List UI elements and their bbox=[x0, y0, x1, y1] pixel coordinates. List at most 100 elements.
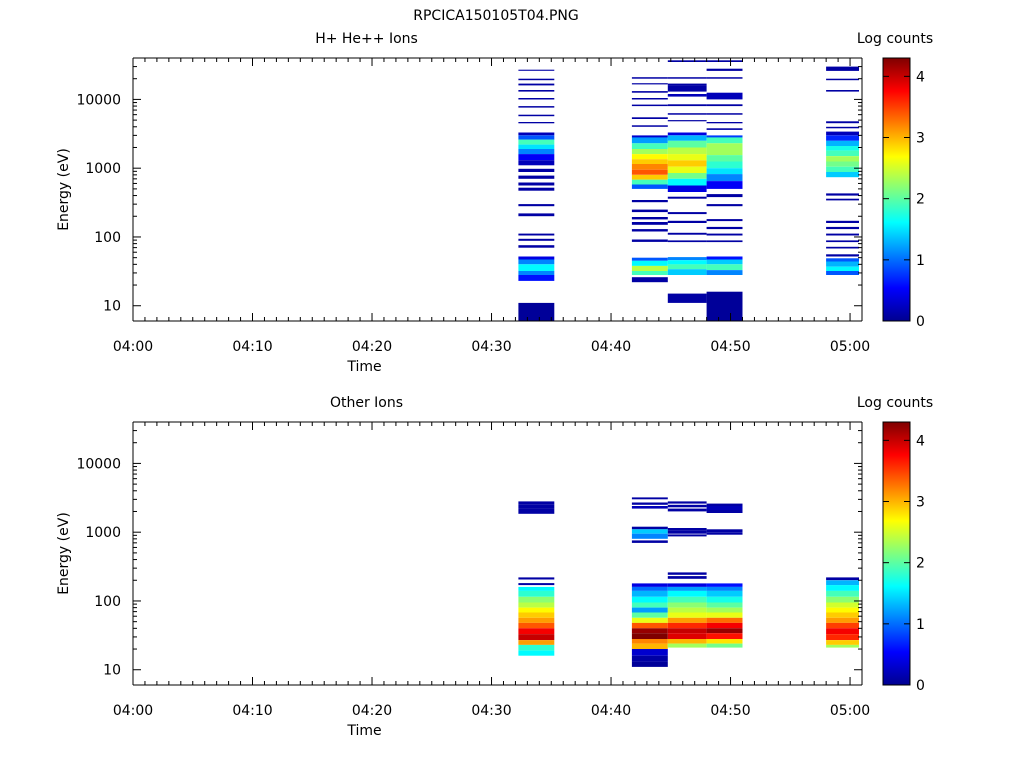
spectrogram-cell bbox=[826, 156, 859, 162]
spectrogram-cell bbox=[631, 209, 668, 213]
spectrogram-cell bbox=[631, 200, 668, 203]
spectrogram-cell bbox=[518, 271, 555, 275]
spectrogram-cell bbox=[631, 265, 668, 271]
spectrogram-cell bbox=[706, 77, 743, 79]
spectrogram-cell bbox=[706, 583, 743, 587]
spectrogram-cell bbox=[667, 178, 707, 186]
spectrogram-cell bbox=[706, 506, 743, 510]
spectrogram-cell bbox=[667, 94, 707, 97]
spectrogram-cell bbox=[631, 540, 668, 543]
spectrogram-cell bbox=[518, 596, 555, 603]
colorbar-gradient bbox=[882, 421, 911, 686]
spectrogram-cell bbox=[518, 160, 555, 166]
spectrogram-cell bbox=[667, 77, 707, 79]
spectrogram-cell bbox=[518, 612, 555, 618]
spectrogram-cell bbox=[631, 583, 668, 587]
spectrogram-cell bbox=[706, 143, 743, 149]
spectrogram-cell bbox=[667, 140, 707, 148]
spectrogram-cell bbox=[826, 585, 859, 591]
spectrogram-cell bbox=[706, 122, 743, 124]
x-tick-label: 05:00 bbox=[830, 339, 870, 355]
spectrogram-cell bbox=[631, 257, 668, 261]
spectrogram-cell bbox=[826, 258, 859, 262]
spectrogram-cell bbox=[826, 617, 859, 623]
spectrogram-cell bbox=[631, 586, 668, 591]
spectrogram-cell bbox=[826, 254, 859, 257]
panel-other-ions: 04:00 04:10 04:20 04:30 04:40 04:50 05:0010100… bbox=[56, 395, 933, 739]
spectrogram-cell bbox=[667, 113, 707, 115]
spectrogram-cell bbox=[667, 60, 707, 62]
x-tick-label: 05:00 bbox=[830, 703, 870, 719]
spectrogram-cell bbox=[667, 135, 707, 141]
spectrogram-cell bbox=[631, 164, 668, 170]
spectrogram-cell bbox=[667, 173, 707, 179]
spectrogram-cell bbox=[826, 172, 859, 178]
spectrogram-cell bbox=[706, 181, 743, 189]
spectrogram-cell bbox=[631, 154, 668, 160]
colorbar-label: Log counts bbox=[857, 31, 933, 47]
spectrogram-cell bbox=[826, 140, 859, 146]
spectrogram-cell bbox=[631, 639, 668, 644]
spectrogram-cell bbox=[667, 534, 707, 537]
spectrogram-cell bbox=[667, 530, 707, 534]
spectrogram-cell bbox=[826, 622, 859, 629]
spectrogram-cells bbox=[518, 497, 859, 667]
figure-title: RPCICA150105T04.PNG bbox=[413, 8, 578, 24]
panel-h-he-ions: 04:00 04:10 04:20 04:30 04:40 04:50 05:0010100… bbox=[56, 31, 933, 375]
spectrogram-cell bbox=[518, 106, 555, 108]
spectrogram-cell bbox=[518, 149, 555, 155]
spectrogram-cell bbox=[631, 649, 668, 656]
spectrogram-cell bbox=[518, 634, 555, 641]
spectrogram-cell bbox=[706, 270, 743, 275]
spectrogram-cell bbox=[518, 83, 555, 86]
spectrogram-cell bbox=[667, 154, 707, 161]
spectrogram-cell bbox=[667, 596, 707, 603]
spectrogram-cell bbox=[518, 135, 555, 140]
spectrogram-cell bbox=[826, 198, 859, 201]
spectrogram-cell bbox=[667, 269, 707, 275]
spectrogram-cell bbox=[518, 504, 555, 509]
spectrogram-cell bbox=[518, 508, 555, 514]
spectrogram-cell bbox=[667, 633, 707, 639]
spectrogram-cell bbox=[826, 135, 859, 141]
spectrogram-cell bbox=[706, 155, 743, 162]
spectrogram-cell bbox=[667, 528, 707, 531]
x-tick-label: 04:10 bbox=[232, 339, 272, 355]
spectrogram-cell bbox=[706, 628, 743, 634]
spectrogram-cell bbox=[826, 90, 859, 92]
colorbar-tick-label: 1 bbox=[916, 617, 925, 633]
spectrogram-cell bbox=[631, 117, 668, 119]
spectrogram-cell bbox=[667, 85, 707, 92]
spectrogram-cell bbox=[518, 650, 555, 656]
spectrogram-cell bbox=[706, 622, 743, 629]
spectrogram-cell bbox=[631, 229, 668, 232]
spectrogram-cell bbox=[518, 245, 555, 248]
x-tick-label: 04:00 bbox=[113, 339, 153, 355]
spectrogram-cell bbox=[667, 196, 707, 199]
spectrogram-cell bbox=[826, 226, 859, 230]
spectrogram-cell bbox=[706, 149, 743, 156]
x-tick-label: 04:30 bbox=[471, 703, 511, 719]
spectrogram-cell bbox=[518, 187, 555, 191]
spectrogram-cell bbox=[667, 504, 707, 508]
spectrogram-cell bbox=[706, 128, 743, 130]
y-tick-label: 10 bbox=[103, 299, 121, 315]
spectrogram-cell bbox=[667, 83, 707, 86]
colorbar-gradient bbox=[882, 57, 911, 322]
spectrogram-cell bbox=[706, 612, 743, 618]
spectrogram-cell bbox=[631, 529, 668, 534]
spectrogram-cell bbox=[826, 261, 859, 267]
spectrogram-cell bbox=[667, 628, 707, 634]
spectrogram-cell bbox=[667, 104, 707, 107]
spectrogram-cell bbox=[518, 168, 555, 172]
spectrogram-cell bbox=[518, 132, 555, 136]
colorbar-label: Log counts bbox=[857, 395, 933, 411]
spectrogram-cell bbox=[631, 174, 668, 180]
spectrogram-cell bbox=[667, 212, 707, 215]
spectrogram-cell bbox=[706, 643, 743, 648]
spectrogram-cell bbox=[518, 607, 555, 613]
x-axis-label: Time bbox=[346, 359, 381, 375]
spectrogram-cell bbox=[826, 121, 859, 124]
colorbar-tick-label: 4 bbox=[916, 433, 925, 449]
